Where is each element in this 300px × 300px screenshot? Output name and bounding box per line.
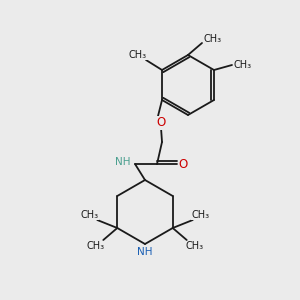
Text: CH₃: CH₃ <box>234 60 252 70</box>
Text: O: O <box>178 158 188 170</box>
Text: CH₃: CH₃ <box>186 241 204 251</box>
Text: CH₃: CH₃ <box>192 210 210 220</box>
Text: CH₃: CH₃ <box>86 241 104 251</box>
Text: NH: NH <box>115 157 130 167</box>
Text: CH₃: CH₃ <box>80 210 98 220</box>
Text: O: O <box>156 116 166 130</box>
Text: CH₃: CH₃ <box>204 34 222 44</box>
Text: CH₃: CH₃ <box>129 50 147 60</box>
Text: NH: NH <box>137 247 153 257</box>
